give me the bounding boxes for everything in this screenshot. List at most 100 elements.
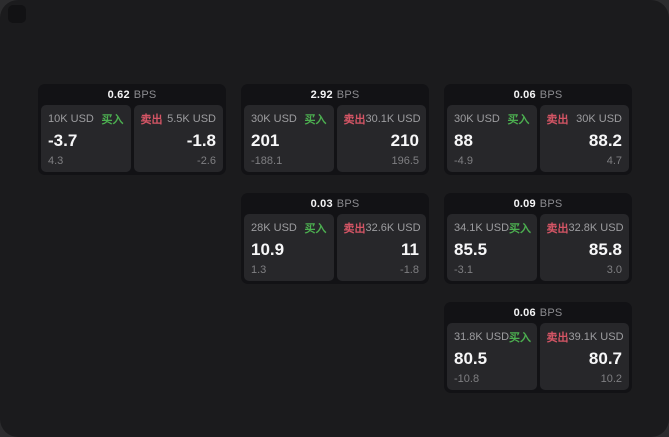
quote-panels: 31.8K USD 买入 80.5 -10.8 卖出 39.1K USD 80.… [444, 323, 632, 393]
sell-side-label: 卖出 [546, 223, 569, 235]
sell-panel-top: 卖出 30.1K USD [343, 111, 421, 127]
sell-panel[interactable]: 卖出 30.1K USD 210 196.5 [336, 105, 426, 172]
corner-logo-chip [8, 5, 26, 23]
sell-change: 196.5 [391, 155, 419, 167]
quote-card: 0.06 BPS 31.8K USD 买入 80.5 -10.8 卖出 39.1… [444, 302, 632, 393]
sell-panel-top: 卖出 30K USD [547, 111, 623, 127]
buy-price: -3.7 [48, 131, 78, 151]
quote-card: 0.62 BPS 10K USD 买入 -3.7 4.3 卖出 5.5K USD… [38, 84, 226, 175]
buy-panel[interactable]: 31.8K USD 买入 80.5 -10.8 [447, 323, 537, 390]
card-header: 0.06 BPS [444, 84, 632, 105]
quote-panels: 30K USD 买入 201 -188.1 卖出 30.1K USD 210 1… [241, 105, 429, 175]
buy-panel[interactable]: 30K USD 买入 88 -4.9 [447, 105, 537, 172]
buy-panel[interactable]: 28K USD 买入 10.9 1.3 [244, 214, 334, 281]
buy-amount: 30K USD [454, 113, 500, 125]
sell-panel[interactable]: 卖出 30K USD 88.2 4.7 [539, 105, 629, 172]
card-header: 0.62 BPS [38, 84, 226, 105]
sell-price: 80.7 [588, 349, 622, 369]
buy-panel[interactable]: 10K USD 买入 -3.7 4.3 [41, 105, 131, 172]
sell-price: 88.2 [588, 131, 622, 151]
sell-amount: 32.8K USD [568, 222, 624, 234]
buy-change: -4.9 [454, 155, 473, 167]
sell-panel-top: 卖出 39.1K USD [546, 329, 624, 345]
sell-change: 3.0 [606, 264, 622, 276]
buy-price: 88 [454, 131, 473, 151]
sell-panel-top: 卖出 32.8K USD [546, 220, 624, 236]
quote-cards-grid: 0.62 BPS 10K USD 买入 -3.7 4.3 卖出 5.5K USD… [38, 84, 632, 393]
buy-price: 80.5 [454, 349, 488, 369]
buy-side-label: 买入 [509, 332, 532, 344]
card-header: 0.03 BPS [241, 193, 429, 214]
sell-side-label: 卖出 [140, 114, 163, 126]
sell-price: -1.8 [186, 131, 216, 151]
buy-side-label: 买入 [507, 114, 530, 126]
buy-side-label: 买入 [509, 223, 532, 235]
card-header: 0.09 BPS [444, 193, 632, 214]
bps-unit-label: BPS [336, 197, 360, 210]
sell-change: -1.8 [400, 264, 419, 276]
sell-panel[interactable]: 卖出 32.6K USD 11 -1.8 [336, 214, 426, 281]
sell-amount: 32.6K USD [365, 222, 421, 234]
sell-side-label: 卖出 [546, 114, 569, 126]
bps-unit-label: BPS [539, 306, 563, 319]
bps-unit-label: BPS [539, 88, 563, 101]
bps-value: 0.62 [107, 88, 130, 101]
quote-card: 2.92 BPS 30K USD 买入 201 -188.1 卖出 30.1K … [241, 84, 429, 175]
sell-price: 85.8 [588, 240, 622, 260]
buy-change: 1.3 [251, 264, 267, 276]
sell-panel-top: 卖出 32.6K USD [343, 220, 421, 236]
sell-panel[interactable]: 卖出 5.5K USD -1.8 -2.6 [133, 105, 223, 172]
sell-amount: 39.1K USD [568, 331, 624, 343]
sell-side-label: 卖出 [343, 114, 366, 126]
sell-change: 10.2 [600, 373, 622, 385]
quote-panels: 34.1K USD 买入 85.5 -3.1 卖出 32.8K USD 85.8… [444, 214, 632, 284]
quote-panels: 28K USD 买入 10.9 1.3 卖出 32.6K USD 11 -1.8 [241, 214, 429, 284]
sell-panel[interactable]: 卖出 32.8K USD 85.8 3.0 [539, 214, 629, 281]
card-header: 2.92 BPS [241, 84, 429, 105]
quote-panels: 10K USD 买入 -3.7 4.3 卖出 5.5K USD -1.8 -2.… [38, 105, 226, 175]
buy-panel-top: 28K USD 买入 [251, 220, 327, 236]
sell-side-label: 卖出 [546, 332, 569, 344]
buy-amount: 31.8K USD [454, 331, 510, 343]
buy-amount: 28K USD [251, 222, 297, 234]
sell-change: -2.6 [197, 155, 216, 167]
buy-side-label: 买入 [101, 114, 124, 126]
buy-price: 85.5 [454, 240, 488, 260]
buy-change: 4.3 [48, 155, 64, 167]
buy-change: -10.8 [454, 373, 480, 385]
buy-panel[interactable]: 30K USD 买入 201 -188.1 [244, 105, 334, 172]
buy-change: -188.1 [251, 155, 283, 167]
quote-card: 0.09 BPS 34.1K USD 买入 85.5 -3.1 卖出 32.8K… [444, 193, 632, 284]
buy-panel-top: 10K USD 买入 [48, 111, 124, 127]
buy-panel-top: 30K USD 买入 [454, 111, 530, 127]
buy-price: 10.9 [251, 240, 285, 260]
buy-panel-top: 30K USD 买入 [251, 111, 327, 127]
buy-side-label: 买入 [304, 223, 327, 235]
bps-unit-label: BPS [539, 197, 563, 210]
buy-price: 201 [251, 131, 280, 151]
sell-price: 11 [401, 240, 419, 260]
buy-panel-top: 31.8K USD 买入 [454, 329, 532, 345]
bps-value: 0.06 [513, 88, 536, 101]
buy-amount: 30K USD [251, 113, 297, 125]
sell-side-label: 卖出 [343, 223, 366, 235]
sell-change: 4.7 [606, 155, 622, 167]
buy-panel-top: 34.1K USD 买入 [454, 220, 532, 236]
bps-value: 2.92 [310, 88, 333, 101]
bps-unit-label: BPS [133, 88, 157, 101]
sell-amount: 30K USD [576, 113, 622, 125]
buy-panel[interactable]: 34.1K USD 买入 85.5 -3.1 [447, 214, 537, 281]
buy-amount: 34.1K USD [454, 222, 510, 234]
buy-change: -3.1 [454, 264, 473, 276]
sell-panel[interactable]: 卖出 39.1K USD 80.7 10.2 [539, 323, 629, 390]
quote-card: 0.06 BPS 30K USD 买入 88 -4.9 卖出 30K USD 8… [444, 84, 632, 175]
buy-amount: 10K USD [48, 113, 94, 125]
buy-side-label: 买入 [304, 114, 327, 126]
bps-value: 0.03 [310, 197, 333, 210]
bps-unit-label: BPS [336, 88, 360, 101]
bps-value: 0.09 [513, 197, 536, 210]
sell-panel-top: 卖出 5.5K USD [141, 111, 217, 127]
sell-amount: 30.1K USD [365, 113, 421, 125]
quote-panels: 30K USD 买入 88 -4.9 卖出 30K USD 88.2 4.7 [444, 105, 632, 175]
